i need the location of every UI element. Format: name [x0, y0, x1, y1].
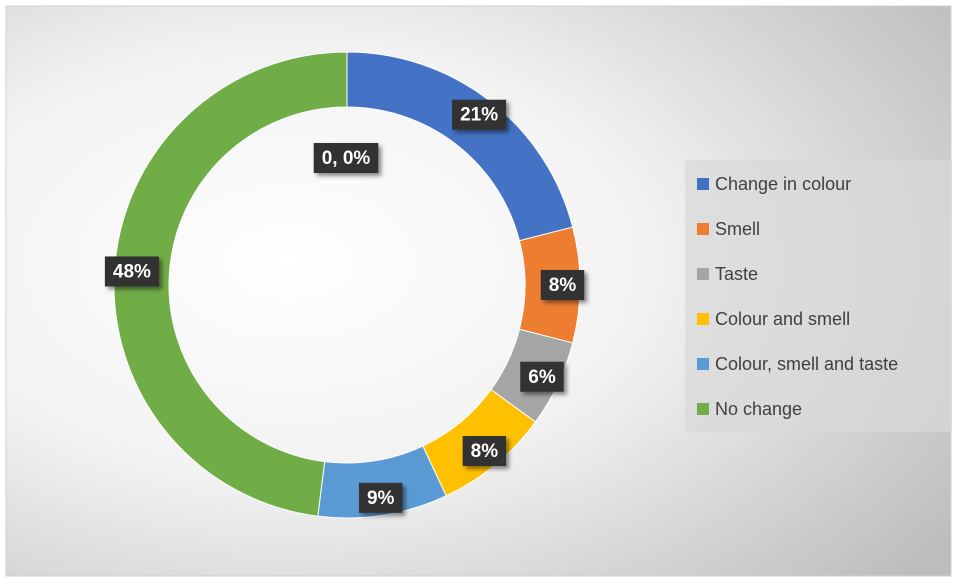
data-label-box: [358, 482, 403, 513]
legend-label: Colour and smell: [715, 309, 850, 329]
legend-label: Taste: [715, 264, 758, 284]
data-label: 8%: [549, 275, 577, 296]
data-label: 0, 0%: [322, 148, 371, 169]
legend: [685, 160, 952, 432]
legend-label: Smell: [715, 219, 760, 239]
legend-swatch: [697, 223, 709, 235]
data-label-box: [313, 143, 379, 173]
data-label-box: [452, 99, 507, 130]
data-label: 6%: [528, 367, 556, 388]
legend-swatch: [697, 178, 709, 190]
data-label: 48%: [113, 261, 151, 282]
data-label: 9%: [367, 488, 395, 509]
legend-label: Colour, smell and taste: [715, 354, 898, 374]
legend-label: Change in colour: [715, 174, 851, 194]
data-label-box: [540, 270, 585, 300]
donut-slice: [113, 51, 348, 517]
legend-swatch: [697, 403, 709, 415]
data-label-box: [462, 436, 507, 467]
legend-swatch: [697, 358, 709, 370]
legend-swatch: [697, 268, 709, 280]
data-label-box: [520, 361, 564, 392]
data-label-box: [104, 256, 159, 287]
data-label: 21%: [460, 105, 498, 126]
legend-label: No change: [715, 399, 802, 419]
legend-swatch: [697, 313, 709, 325]
data-label: 8%: [471, 441, 499, 462]
